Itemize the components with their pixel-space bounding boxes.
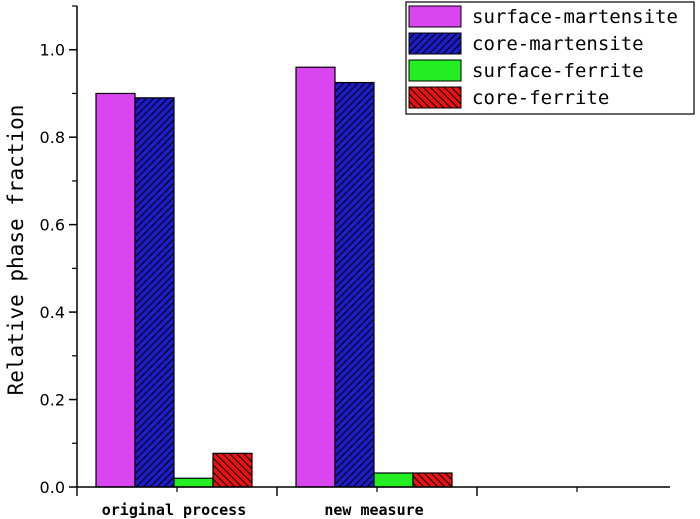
legend-swatch (408, 32, 462, 55)
x-category-label: new measure (324, 501, 423, 519)
y-tick-label: 0.2 (40, 391, 65, 410)
y-tick-label: 0.6 (40, 216, 65, 235)
legend-label: core-martensite (472, 33, 644, 55)
legend: surface-martensite core-martensite surface… (405, 1, 695, 115)
bars (95, 66, 453, 488)
bar-surface-ferrite-1 (373, 472, 414, 488)
bar-surface-martensite-1 (295, 66, 336, 488)
y-tick-label: 0.4 (40, 303, 65, 322)
legend-swatch (408, 86, 462, 109)
x-category-label: original process (102, 501, 247, 519)
y-tick-label: 0.0 (40, 478, 65, 497)
y-axis-title: Relative phase fraction (4, 105, 28, 396)
x-axis-ticks: original process new measure (76, 487, 578, 519)
bar-surface-martensite-0 (95, 92, 136, 488)
bar-core-martensite-1 (334, 81, 375, 488)
legend-label: core-ferrite (472, 87, 609, 109)
plot-area: 0.0 0.2 0.4 0.6 0.8 1.0 original process new m… (40, 5, 670, 519)
legend-label: surface-ferrite (472, 60, 644, 82)
y-tick-label: 0.8 (40, 128, 65, 147)
bar-core-ferrite-1 (412, 472, 453, 488)
legend-swatch (408, 59, 462, 82)
legend-swatch (408, 5, 462, 28)
legend-entries: surface-martensite core-martensite surface… (408, 5, 678, 109)
bar-core-martensite-0 (134, 97, 175, 488)
y-tick-label: 1.0 (40, 41, 65, 60)
bar-surface-ferrite-0 (173, 477, 214, 488)
bar-core-ferrite-0 (212, 452, 253, 488)
y-axis-ticks: 0.0 0.2 0.4 0.6 0.8 1.0 (40, 5, 77, 497)
legend-label: surface-martensite (472, 6, 678, 28)
